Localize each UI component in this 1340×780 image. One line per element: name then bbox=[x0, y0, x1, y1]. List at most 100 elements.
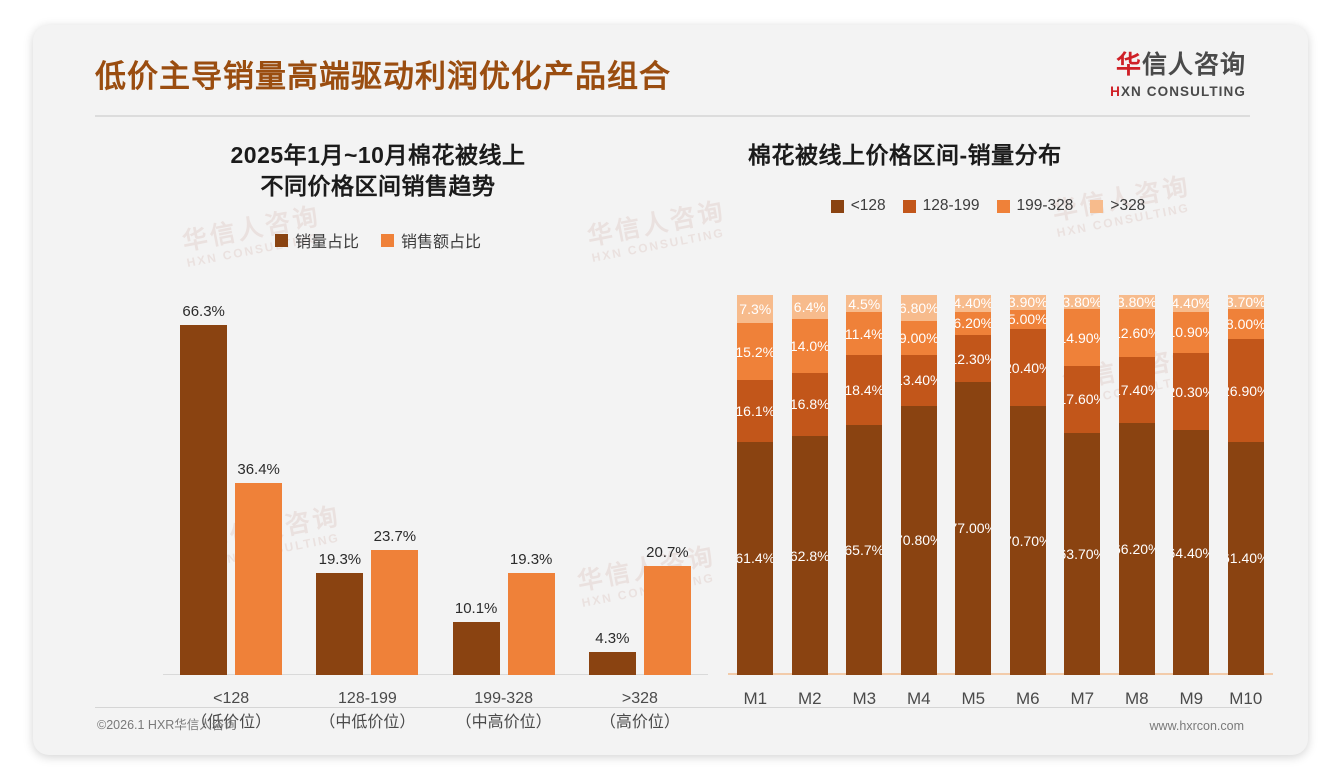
stacked-bar-segment[interactable]: 16.8% bbox=[791, 372, 828, 437]
stacked-bar-segment[interactable]: 16.1% bbox=[737, 380, 774, 442]
stacked-bar-column[interactable]: 3.70% 8.00% 26.90% 61.40% M10 bbox=[1227, 295, 1264, 708]
stacked-bar-segment[interactable]: 3.90% bbox=[1009, 295, 1046, 310]
x-axis-line bbox=[163, 674, 708, 675]
bar[interactable] bbox=[643, 565, 691, 675]
stacked-bar-segment[interactable]: 14.0% bbox=[791, 319, 828, 373]
bar-column[interactable]: 4.3% bbox=[588, 295, 636, 675]
bar-column[interactable]: 10.1% bbox=[452, 295, 500, 675]
stacked-bar-segment[interactable]: 8.00% bbox=[1227, 309, 1264, 340]
bar[interactable] bbox=[588, 652, 636, 675]
stacked-bar-segment[interactable]: 4.40% bbox=[1173, 295, 1210, 312]
x-axis-tick-label: M4 bbox=[906, 689, 931, 708]
legend-item[interactable]: >328 bbox=[1090, 197, 1145, 215]
legend-item[interactable]: 128-199 bbox=[902, 197, 980, 215]
stacked-bar-segment[interactable]: 26.90% bbox=[1227, 339, 1264, 442]
bar[interactable] bbox=[452, 621, 500, 675]
x-axis-tick-secondary: （中高价位） bbox=[455, 714, 552, 731]
stacked-bar-segment[interactable]: 77.00% bbox=[955, 382, 992, 675]
stacked-bar-segment[interactable]: 3.80% bbox=[1064, 295, 1101, 310]
stacked-bar-segment[interactable]: 70.70% bbox=[1009, 406, 1046, 675]
stacked-bar-segment[interactable]: 20.40% bbox=[1009, 328, 1046, 407]
stacked-bar-segment[interactable]: 64.40% bbox=[1173, 430, 1210, 675]
page-title: 低价主导销量高端驱动利润优化产品组合 bbox=[95, 59, 671, 94]
bar[interactable] bbox=[316, 573, 364, 675]
stacked-bar-segment[interactable]: 10.90% bbox=[1173, 311, 1210, 354]
bar[interactable] bbox=[235, 482, 283, 675]
stacked-bar-segment[interactable]: 61.40% bbox=[1227, 441, 1264, 675]
bar-column[interactable]: 36.4% bbox=[235, 295, 283, 675]
segment-value-label: 17.60% bbox=[1064, 391, 1100, 408]
x-axis-tick-primary: 128-199 bbox=[338, 690, 397, 707]
stacked-bar-segment[interactable]: 12.30% bbox=[955, 335, 992, 382]
stacked-bar-segment[interactable]: 4.40% bbox=[955, 295, 992, 312]
stacked-bar-segment[interactable]: 3.80% bbox=[1118, 295, 1155, 310]
stacked-bar-segment[interactable]: 61.4% bbox=[737, 441, 774, 675]
stacked-bar-segment[interactable]: 11.4% bbox=[846, 312, 883, 356]
segment-value-label: 16.8% bbox=[791, 396, 828, 413]
bar-column[interactable]: 20.7% bbox=[643, 295, 691, 675]
stacked-bar-column[interactable]: 3.90%5.00% 20.40% 70.70% M6 bbox=[1009, 295, 1046, 708]
stacked-bar-column[interactable]: 4.40% 10.90% 20.30% 64.40% M9 bbox=[1173, 295, 1210, 708]
bar-column[interactable]: 23.7% bbox=[371, 295, 419, 675]
bar-value-label: 10.1% bbox=[454, 599, 498, 617]
stacked-bar-column[interactable]: 6.4% 14.0% 16.8% 62.8% M2 bbox=[791, 295, 828, 708]
stacked-bar-segment[interactable]: 17.40% bbox=[1118, 357, 1155, 424]
legend-swatch-icon bbox=[996, 199, 1010, 213]
segment-value-label: 9.00% bbox=[900, 329, 937, 346]
stacked-bar-segment[interactable]: 6.80% bbox=[900, 295, 937, 321]
stacked-bar-segment[interactable]: 6.4% bbox=[791, 295, 828, 320]
stacked-bar-segment[interactable]: 13.40% bbox=[900, 355, 937, 406]
legend-swatch-icon bbox=[830, 199, 844, 213]
right-chart-title: 棉花被线上价格区间-销量分布 bbox=[748, 142, 1062, 168]
bar-column[interactable]: 66.3% bbox=[180, 295, 228, 675]
bar-group-bars: 10.1% 19.3% bbox=[436, 295, 572, 675]
segment-value-label: 12.30% bbox=[955, 350, 991, 367]
legend-item[interactable]: 销量占比 bbox=[274, 228, 359, 252]
legend-label: 199-328 bbox=[1016, 197, 1074, 215]
stacked-bar-column[interactable]: 4.40% 6.20% 12.30% 77.00% M5 bbox=[955, 295, 992, 708]
stacked-bar-segment[interactable]: 20.30% bbox=[1173, 353, 1210, 431]
bar-column[interactable]: 19.3% bbox=[507, 295, 555, 675]
bar[interactable] bbox=[180, 325, 228, 675]
x-axis-tick-secondary: （中低价位） bbox=[319, 714, 416, 731]
x-axis-tick-label: 128-199 （中低价位） bbox=[299, 687, 435, 735]
stacked-bar-segment[interactable]: 14.90% bbox=[1064, 309, 1101, 367]
segment-value-label: 5.00% bbox=[1009, 311, 1046, 328]
bar[interactable] bbox=[371, 549, 419, 675]
stacked-bar-column[interactable]: 7.3% 15.2% 16.1% 61.4% M1 bbox=[737, 295, 774, 708]
segment-value-label: 6.80% bbox=[900, 299, 937, 316]
stacked-bar-segment[interactable]: 66.20% bbox=[1118, 423, 1155, 675]
footer-divider bbox=[95, 707, 1250, 708]
stacked-bar-segment[interactable]: 18.4% bbox=[846, 355, 883, 426]
stacked-bar-column[interactable]: 3.80% 12.60% 17.40% 66.20% M8 bbox=[1118, 295, 1155, 708]
legend-item[interactable]: 199-328 bbox=[996, 197, 1074, 215]
stacked-bar-segment[interactable]: 6.20% bbox=[955, 311, 992, 336]
bar-group: 66.3% 36.4% <128 （低价位） bbox=[163, 295, 299, 731]
legend-item[interactable]: 销售额占比 bbox=[381, 228, 481, 252]
stacked-bar-segment[interactable]: 70.80% bbox=[900, 405, 937, 675]
stacked-bar-segment[interactable]: 9.00% bbox=[900, 320, 937, 356]
stacked-bar-segment[interactable]: 62.8% bbox=[791, 436, 828, 675]
stacked-bar-segment[interactable]: 5.00% bbox=[1009, 309, 1046, 329]
bar[interactable] bbox=[507, 573, 555, 675]
stacked-bar-segment[interactable]: 63.70% bbox=[1064, 432, 1101, 675]
stacked-bar-segment[interactable]: 12.60% bbox=[1118, 309, 1155, 358]
x-axis-tick-label: M10 bbox=[1229, 689, 1263, 708]
stacked-bar-column[interactable]: 3.80% 14.90% 17.60% 63.70% M7 bbox=[1064, 295, 1101, 708]
stacked-bar-segment[interactable]: 3.70% bbox=[1227, 295, 1264, 310]
stacked-bar-segment[interactable]: 17.60% bbox=[1064, 366, 1101, 433]
segment-value-label: 6.4% bbox=[793, 299, 826, 316]
legend-item[interactable]: <128 bbox=[830, 197, 886, 215]
stacked-bar-column[interactable]: 4.5% 11.4% 18.4% 65.7% M3 bbox=[846, 295, 883, 708]
stacked-bar-segment[interactable]: 65.7% bbox=[846, 425, 883, 675]
bar-value-label: 36.4% bbox=[237, 460, 280, 478]
stacked-bar-segment[interactable]: 15.2% bbox=[737, 322, 774, 381]
segment-value-label: 62.8% bbox=[791, 547, 828, 564]
segment-value-label: 15.2% bbox=[737, 343, 774, 360]
logo-chinese-text: 华信人咨询 bbox=[1110, 53, 1246, 78]
segment-value-label: 16.1% bbox=[737, 403, 774, 420]
stacked-bar-column[interactable]: 6.80% 9.00% 13.40% 70.80% M4 bbox=[900, 295, 937, 708]
stacked-bar-segment[interactable]: 4.5% bbox=[846, 295, 883, 313]
stacked-bar-segment[interactable]: 7.3% bbox=[737, 295, 774, 323]
bar-column[interactable]: 19.3% bbox=[316, 295, 364, 675]
